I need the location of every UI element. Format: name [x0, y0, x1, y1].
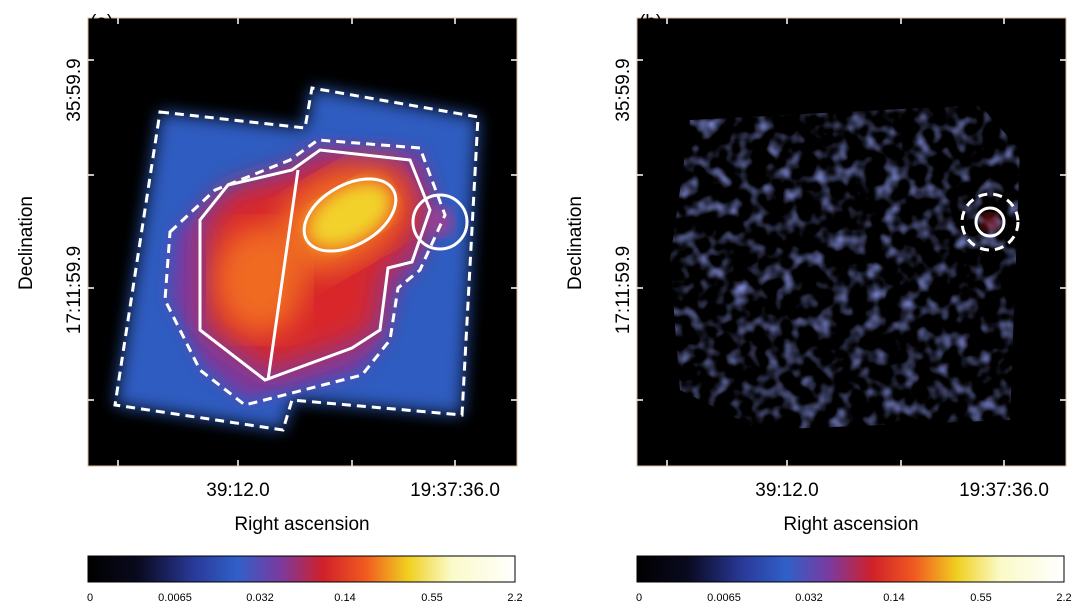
image-b: [636, 17, 1067, 467]
panel-label: (b): [639, 12, 662, 33]
colorbar-tick-label: 2.2: [1056, 592, 1071, 604]
colorbar-tick-label: 0.14: [334, 592, 355, 604]
panel-label: (a): [90, 12, 113, 33]
colorbar-b: [636, 555, 1065, 583]
y-tick-label: 17:11:59.9: [613, 246, 634, 334]
x-tick-label: 39:12.0: [206, 480, 269, 501]
colorbar-tick-label: 0.14: [883, 592, 904, 604]
x-tick-label: 19:37:36.0: [959, 480, 1049, 501]
image-a: [87, 17, 518, 467]
y-tick-label: 35:59.9: [613, 58, 634, 121]
ticks: [88, 18, 1066, 466]
colorbar-tick-label: 0.032: [246, 592, 274, 604]
colorbar-tick-label: 0.032: [795, 592, 823, 604]
x-axis-title: Right ascension: [783, 514, 918, 535]
colorbar-tick-label: 0.0065: [158, 592, 192, 604]
x-axis-title: Right ascension: [234, 514, 369, 535]
colorbar-tick-label: 0: [87, 592, 93, 604]
colorbar-tick-label: 0.55: [970, 592, 991, 604]
y-tick-label: 35:59.9: [64, 58, 85, 121]
colorbar-tick-label: 0.55: [421, 592, 442, 604]
colorbar-tick-label: 0: [636, 592, 642, 604]
y-axis-title: Declination: [565, 196, 586, 290]
colorbar-a: [87, 555, 516, 583]
y-tick-label: 17:11:59.9: [64, 246, 85, 334]
colorbar-tick-label: 2.2: [507, 592, 522, 604]
x-tick-label: 19:37:36.0: [410, 480, 500, 501]
colorbar-tick-label: 0.0065: [707, 592, 741, 604]
y-axis-title: Declination: [16, 196, 37, 290]
x-tick-label: 39:12.0: [755, 480, 818, 501]
